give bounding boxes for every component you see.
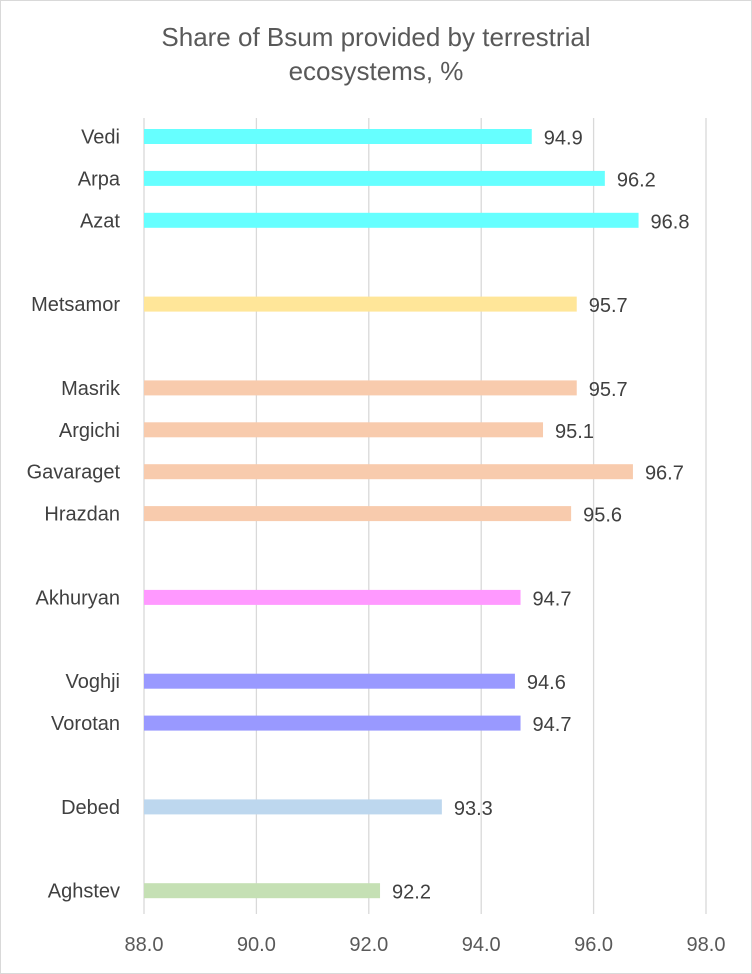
category-label: Hrazdan (44, 504, 120, 526)
bar (144, 212, 639, 228)
data-label: 95.1 (555, 421, 594, 443)
data-label: 93.3 (454, 798, 493, 820)
bar (144, 296, 577, 312)
bar (144, 464, 633, 480)
category-label: Debed (61, 797, 120, 819)
data-label: 96.8 (651, 211, 690, 233)
x-tick-label: 88.0 (125, 934, 164, 956)
category-label: Akhuryan (36, 587, 121, 609)
bar (144, 506, 572, 522)
bar (144, 883, 381, 899)
category-label: Metsamor (31, 294, 120, 316)
category-label: Azat (80, 210, 120, 232)
data-label: 96.2 (617, 169, 656, 191)
x-tick-label: 92.0 (349, 934, 388, 956)
x-tick-label: 90.0 (237, 934, 276, 956)
bar (144, 799, 442, 815)
data-label: 96.7 (645, 463, 684, 485)
category-label: Masrik (61, 378, 121, 400)
x-tick-label: 98.0 (687, 934, 726, 956)
category-label: Arpa (78, 168, 121, 190)
bar (144, 129, 532, 144)
data-label: 95.7 (589, 295, 628, 317)
category-label: Gavaraget (27, 462, 121, 484)
bar (144, 715, 521, 731)
category-label: Aghstev (48, 881, 120, 903)
category-label: Vorotan (51, 713, 120, 735)
data-label: 94.7 (533, 714, 572, 736)
category-label: Voghji (66, 671, 121, 693)
x-tick-label: 94.0 (462, 934, 501, 956)
data-label: 94.9 (544, 128, 583, 150)
data-label: 94.7 (533, 588, 572, 610)
bar (144, 380, 577, 396)
chart-title: Share of Bsum provided by terrestrial ec… (161, 22, 591, 86)
category-label: Vedi (81, 127, 120, 149)
category-label: Argichi (59, 420, 120, 442)
x-tick-label: 96.0 (574, 934, 613, 956)
bar (144, 422, 544, 438)
data-label: 92.2 (392, 882, 431, 904)
bar (144, 170, 605, 186)
data-label: 95.6 (583, 505, 622, 527)
data-label: 94.6 (527, 672, 566, 694)
bar (144, 673, 515, 689)
data-label: 95.7 (589, 379, 628, 401)
bar (144, 589, 521, 605)
